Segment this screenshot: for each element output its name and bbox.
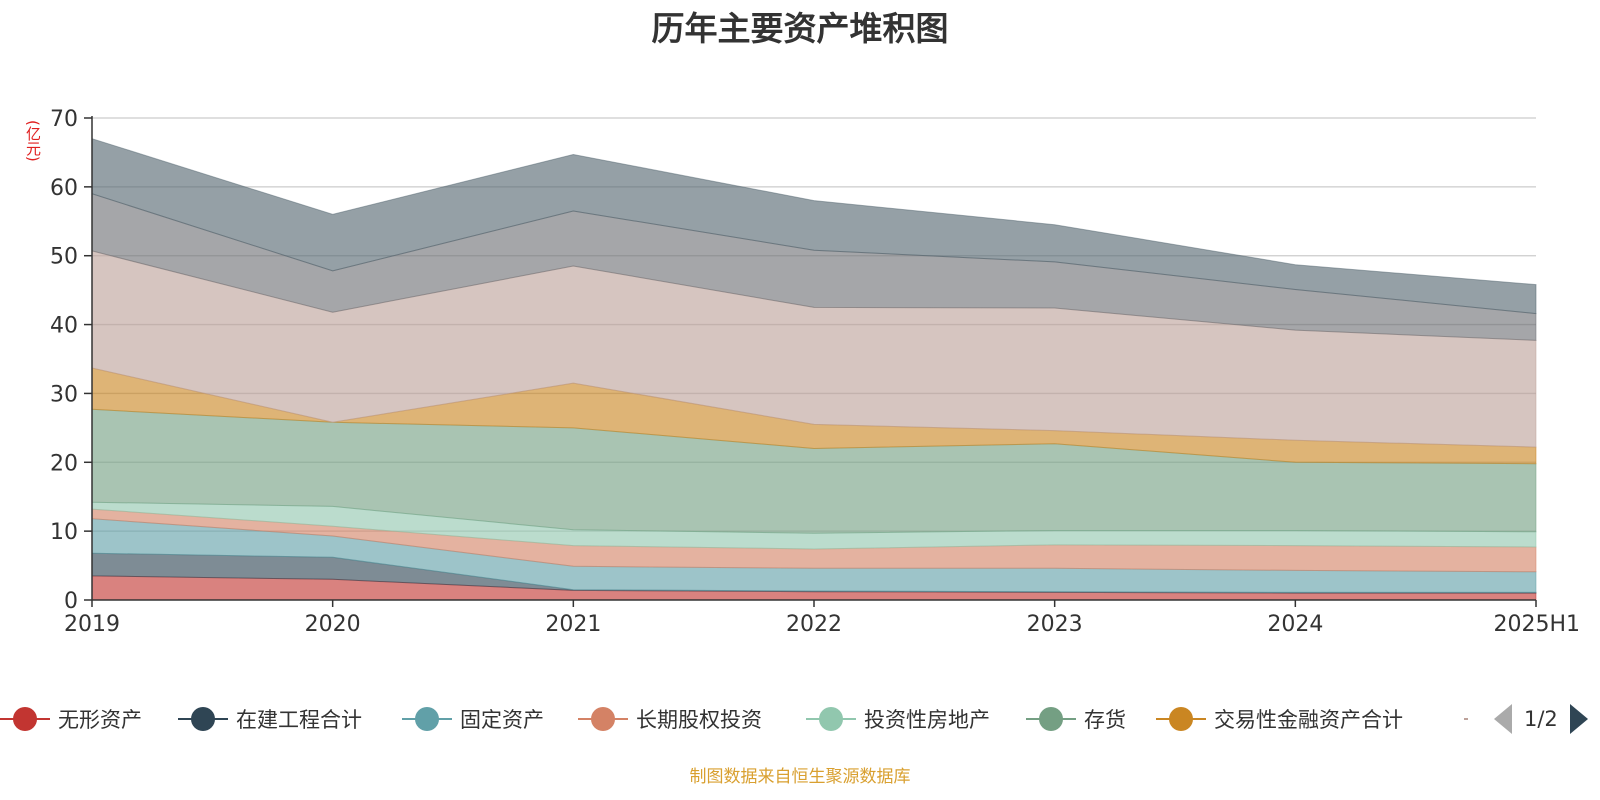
legend-marker-icon	[402, 707, 452, 731]
legend-item-7[interactable]	[1464, 702, 1468, 736]
legend-item-0[interactable]: 无形资产	[0, 702, 142, 736]
legend: 无形资产 在建工程合计 固定资产 长期股权投资 投资性房地产 存货 交易性金融资产合计 1/…	[0, 702, 1600, 742]
y-tick-label: 70	[50, 107, 78, 132]
legend-marker-icon	[578, 707, 628, 731]
legend-pager: 1/2	[1494, 702, 1588, 736]
legend-marker-icon	[178, 707, 228, 731]
x-tick-label: 2022	[786, 612, 842, 637]
y-tick-label: 30	[50, 382, 78, 407]
y-axis-unit-label: (亿元)	[24, 120, 42, 162]
legend-marker-icon	[1026, 707, 1076, 731]
legend-label: 固定资产	[460, 708, 544, 732]
y-tick-label: 60	[50, 176, 78, 201]
legend-marker-icon	[1464, 707, 1468, 731]
y-tick-label: 50	[50, 245, 78, 270]
legend-item-4[interactable]: 投资性房地产	[806, 702, 990, 736]
legend-prev-page-icon[interactable]	[1494, 704, 1512, 734]
legend-item-1[interactable]: 在建工程合计	[178, 702, 362, 736]
legend-items: 无形资产 在建工程合计 固定资产 长期股权投资 投资性房地产 存货 交易性金融资产合计	[0, 702, 1468, 742]
legend-item-3[interactable]: 长期股权投资	[578, 702, 762, 736]
y-tick-label: 0	[64, 589, 78, 614]
area-series-9	[91, 138, 1537, 315]
legend-item-2[interactable]: 固定资产	[402, 702, 544, 736]
legend-item-6[interactable]: 交易性金融资产合计	[1156, 702, 1403, 736]
legend-label: 存货	[1084, 708, 1126, 732]
y-tick-label: 20	[50, 451, 78, 476]
x-tick-label: 2025H1	[1493, 612, 1580, 637]
axes: 0 10 20 30 40 50 60 70 2019 2020 2021 2022 2023 2024 2…	[50, 107, 1580, 637]
source-note: 制图数据来自恒生聚源数据库	[689, 767, 911, 787]
legend-label: 交易性金融资产合计	[1214, 708, 1403, 732]
y-tick-label: 40	[50, 314, 78, 339]
x-tick-label: 2023	[1027, 612, 1083, 637]
legend-marker-icon	[806, 707, 856, 731]
legend-label: 长期股权投资	[636, 708, 762, 732]
legend-label: 在建工程合计	[236, 708, 362, 732]
legend-label: 无形资产	[58, 708, 142, 732]
x-tick-label: 2021	[545, 612, 601, 637]
x-tick-label: 2020	[305, 612, 361, 637]
legend-marker-icon	[0, 707, 50, 731]
x-tick-label: 2024	[1267, 612, 1323, 637]
y-tick-label: 10	[50, 520, 78, 545]
x-tick-label: 2019	[64, 612, 120, 637]
legend-next-page-icon[interactable]	[1569, 704, 1588, 734]
legend-label: 投资性房地产	[864, 708, 990, 732]
legend-item-5[interactable]: 存货	[1026, 702, 1126, 736]
legend-page-indicator: 1/2	[1524, 707, 1558, 731]
chart-title: 历年主要资产堆积图	[651, 9, 949, 48]
area-series	[91, 138, 1537, 601]
legend-marker-icon	[1156, 707, 1206, 731]
